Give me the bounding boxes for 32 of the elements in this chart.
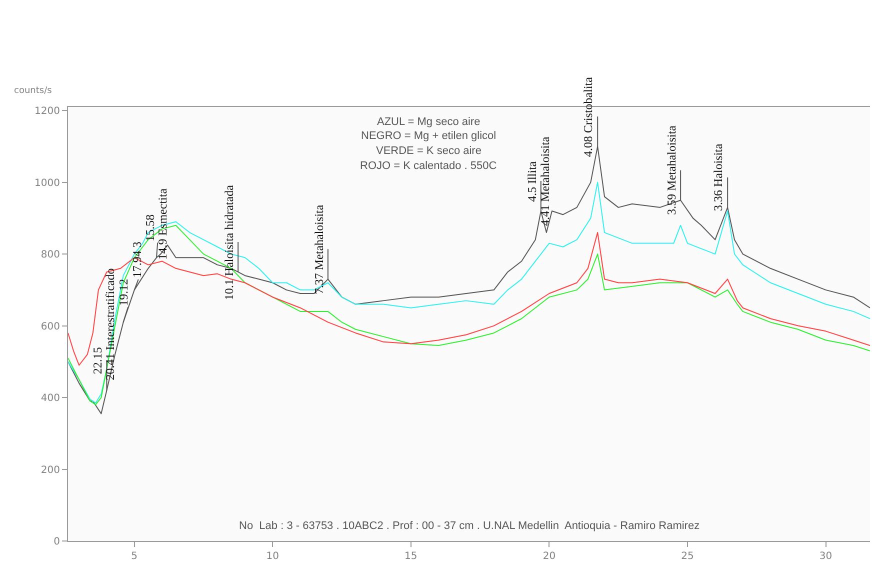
annotation: 15.58 — [143, 214, 158, 242]
annotation: 17.94 3 — [130, 242, 144, 278]
y-tick-label: 0 — [54, 536, 60, 548]
y-tick-label: 800 — [40, 250, 60, 261]
x-tick-label: 25 — [681, 551, 694, 562]
y-axis-title: counts/s — [14, 86, 52, 96]
annotation: 4.08 Cristobalita — [581, 76, 596, 158]
x-tick-label: 5 — [131, 551, 138, 562]
annotation: 14.9 Esmectita — [156, 188, 170, 260]
x-tick-label: 20 — [542, 551, 556, 562]
annotation: 22.15 — [90, 347, 104, 374]
annotation: 20.41 Interestratificado — [103, 268, 118, 380]
annotation: No Lab : 3 - 63753 . 10ABC2 . Prof : 00 - 37 cm . U.NAL Medellin Antioquia - Ramiro Ramirez — [239, 520, 700, 532]
x-tick-label: 10 — [266, 551, 280, 562]
annotation: 3.36 Haloisita — [711, 143, 726, 212]
y-tick-label: 400 — [40, 393, 60, 404]
annotation: 4.5 Illita — [524, 160, 539, 202]
annotation: 7.37 Metahaloisita — [312, 204, 326, 294]
annotation: AZUL = Mg seco aire — [377, 116, 480, 128]
annotation: 3.59 Metahaloisita — [664, 124, 678, 215]
y-tick-label: 1000 — [34, 178, 60, 189]
annotation: 4.41 Metahaloisita — [538, 136, 552, 226]
annotation: VERDE = K seco aire — [376, 145, 482, 157]
y-tick-label: 200 — [40, 464, 60, 476]
annotation: NEGRO = Mg + etilen glicol — [361, 130, 496, 142]
annotation: 19.12 — [116, 278, 131, 306]
y-tick-label: 1200 — [34, 106, 60, 118]
x-tick-label: 15 — [404, 551, 418, 562]
y-tick-label: 600 — [40, 321, 60, 332]
annotation: ROJO = K calentado . 550C — [360, 160, 497, 172]
annotation: 10.1 Haloisita hidratada — [222, 184, 236, 300]
x-tick-label: 30 — [819, 551, 832, 562]
